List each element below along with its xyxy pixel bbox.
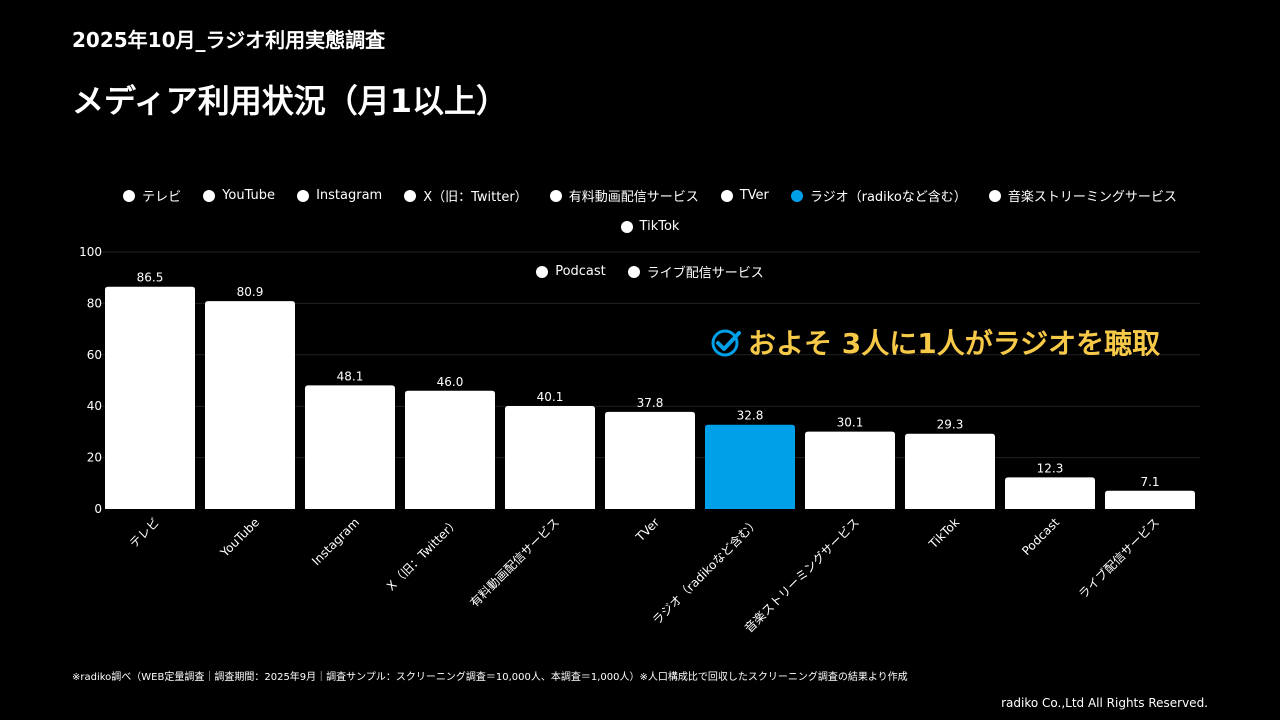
x-tick-label: Instagram [309,515,362,568]
legend-dot-icon [297,189,310,202]
legend-label: テレビ [142,190,182,205]
legend-item: Podcast [536,262,606,281]
footnote: ※radiko調べ（WEB定量調査｜調査期間：2025年9月｜調査サンプル：スク… [72,672,908,683]
y-tick-label: 100 [79,245,102,259]
legend-label: ラジオ（radikoなど含む） [809,190,967,205]
chart-legend: テレビ YouTube Instagram X（旧：Twitter） 有料動画配信サービ… [100,186,1200,281]
data-label: 29.3 [937,418,964,432]
x-tick-label: テレビ [127,515,162,550]
bar [205,301,295,509]
legend-dot-icon [988,189,1001,202]
legend-dot-icon [720,189,733,202]
data-label: 48.1 [337,369,364,383]
legend-label: Podcast [555,264,606,279]
legend-item: テレビ [123,186,181,205]
x-tick-label: 音楽ストリーミングサービス [741,515,862,636]
bar [105,286,195,509]
bar [1105,490,1195,509]
data-label: 32.8 [737,409,764,423]
legend-dot-icon [549,189,562,202]
bar [1005,477,1095,509]
x-tick-label: ラジオ（radikoなど含む） [649,515,762,628]
data-label: 46.0 [437,375,464,389]
legend-item: 音楽ストリーミングサービス [988,186,1177,205]
bar [405,390,495,509]
x-tick-label: 有料動画配信サービス [467,515,562,610]
legend-item: X（旧：Twitter） [404,186,528,205]
legend-item: Instagram [297,186,382,205]
y-tick-label: 40 [87,399,102,413]
x-tick-label: ライブ配信サービス [1075,515,1162,602]
legend-label: X（旧：Twitter） [423,190,528,205]
legend-label: TVer [739,188,769,203]
y-tick-label: 20 [87,451,102,465]
callout-text: およそ 3人に1人がラジオを聴取 [748,327,1161,360]
bar [305,385,395,509]
data-label: 37.8 [637,396,664,410]
bar [705,424,795,509]
callout: およそ 3人に1人がラジオを聴取 [710,322,1160,362]
legend-dot-icon [620,220,633,233]
x-tick-label: Podcast [1019,515,1062,558]
page-title: メディア利用状況（月1以上） [72,82,509,120]
legend-label: TikTok [639,219,680,234]
legend-dot-icon [790,189,803,202]
copyright: radiko Co.,Ltd All Rights Reserved. [1001,696,1208,710]
bar [805,431,895,509]
y-tick-label: 60 [87,348,102,362]
legend-item: YouTube [203,186,275,205]
x-tick-label: TVer [632,515,662,545]
data-label: 80.9 [237,285,264,299]
x-tick-label: TikTok [925,515,962,552]
legend-dot-icon [123,189,136,202]
legend-dot-icon [404,189,417,202]
legend-dot-icon [536,265,549,278]
legend-label: YouTube [222,188,276,203]
x-tick-label: YouTube [217,515,262,560]
legend-item: ライブ配信サービス [627,262,764,281]
x-tick-label: X（旧：Twitter） [384,515,462,593]
legend-label: 有料動画配信サービス [568,190,699,205]
legend-dot-icon [203,189,216,202]
bar [905,433,995,509]
legend-item: 有料動画配信サービス [549,186,699,205]
legend-label: Instagram [316,188,383,203]
y-tick-label: 0 [94,502,102,516]
bar [505,405,595,509]
check-circle-icon [711,329,741,357]
report-subtitle: 2025年10月_ラジオ利用実態調査 [72,28,386,52]
data-label: 12.3 [1037,461,1064,475]
legend-item: TVer [720,186,769,205]
legend-item: ラジオ（radikoなど含む） [790,186,967,205]
legend-label: 音楽ストリーミングサービス [1007,190,1177,205]
data-label: 40.1 [537,390,564,404]
y-tick-label: 80 [87,296,102,310]
data-label: 30.1 [837,416,864,430]
data-label: 7.1 [1140,475,1159,489]
legend-label: ライブ配信サービス [646,266,764,281]
legend-dot-icon [627,265,640,278]
bar [605,411,695,509]
data-label: 86.5 [137,271,164,285]
legend-item: TikTok [620,219,680,234]
